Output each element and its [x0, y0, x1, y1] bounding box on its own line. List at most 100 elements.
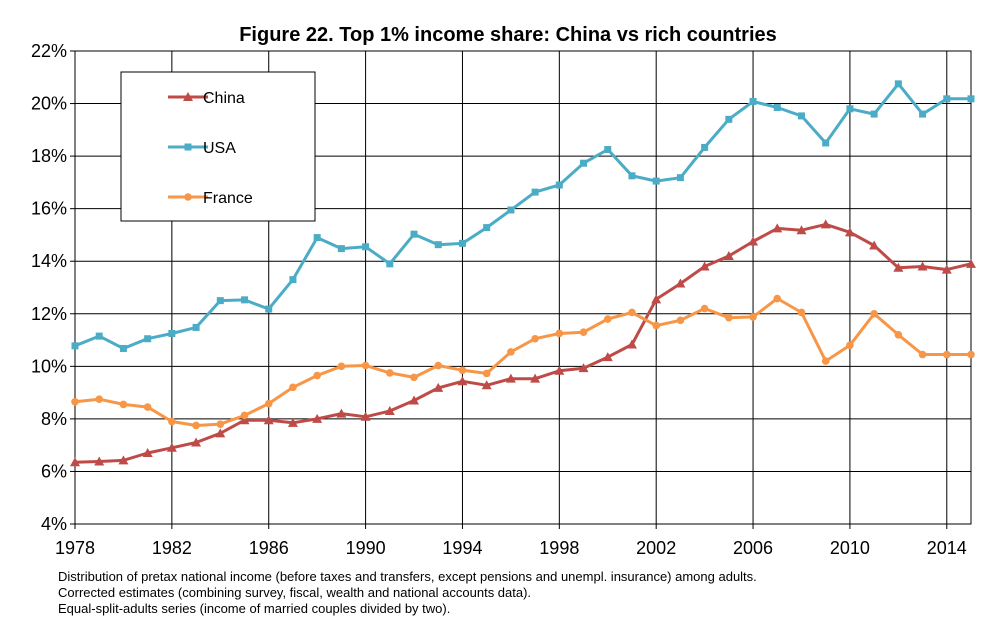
france-point [894, 331, 903, 339]
usa-point [434, 241, 442, 249]
china-point [336, 408, 347, 418]
china-point [409, 395, 420, 405]
china-point [626, 339, 637, 349]
usa-point [555, 181, 563, 189]
legend-box [120, 71, 316, 222]
legend-label: China [203, 90, 245, 107]
x-tick-label: 2014 [927, 538, 967, 558]
footnote-2: Corrected estimates (combining survey, f… [58, 585, 532, 600]
usa-point [458, 239, 466, 247]
y-tick-label: 8% [41, 409, 67, 429]
china-point [844, 227, 855, 237]
china-point [675, 278, 686, 288]
usa-point [773, 103, 781, 111]
france-point [361, 361, 370, 370]
usa-point [216, 297, 224, 305]
france-point [967, 350, 975, 359]
china-point [433, 382, 444, 392]
china-point [312, 413, 323, 423]
china-point [893, 262, 904, 272]
france-point [95, 395, 104, 403]
china-point [796, 225, 807, 235]
usa-point [95, 332, 103, 340]
china-point [239, 415, 250, 425]
france-point [628, 308, 636, 317]
footnote-1: Distribution of pretax national income (… [58, 569, 757, 584]
usa-point [313, 234, 321, 242]
france-point [773, 294, 782, 303]
legend-item-usa: USA [168, 140, 236, 157]
footnote-3: Equal-split-adults series (income of mar… [58, 601, 451, 616]
france-point [652, 321, 660, 330]
france-point [386, 369, 394, 377]
china-point [530, 373, 541, 383]
china-point [820, 219, 831, 229]
china-point [748, 236, 759, 246]
x-tick-label: 1990 [346, 538, 386, 558]
china-point [578, 363, 589, 373]
x-tick-label: 1998 [539, 538, 579, 558]
france-point [507, 348, 515, 356]
france-point [168, 417, 176, 426]
france-point [289, 383, 297, 392]
france-point [749, 313, 757, 321]
france-point [264, 399, 273, 408]
france-point [725, 313, 733, 322]
china-point [941, 264, 952, 274]
china-point [166, 442, 177, 452]
france-point [482, 369, 491, 378]
france-point [143, 403, 152, 411]
usa-point [265, 305, 273, 313]
usa-point [652, 177, 660, 185]
china-point [699, 261, 710, 271]
france-point [192, 421, 200, 430]
y-tick-label: 16% [31, 199, 67, 219]
france-point [458, 366, 467, 375]
france-point [119, 400, 128, 409]
china-point [142, 448, 153, 458]
usa-point [628, 172, 636, 180]
usa-point [241, 296, 249, 304]
usa-line [74, 82, 971, 350]
china-point [384, 406, 395, 416]
france-point [71, 398, 79, 406]
usa-point [289, 276, 297, 284]
y-tick-label: 18% [31, 146, 67, 166]
china-point [70, 457, 80, 467]
france-point [313, 371, 321, 380]
china-point [263, 415, 274, 425]
usa-point [168, 329, 176, 337]
legend-item-china: China [168, 90, 245, 107]
china-point [215, 428, 226, 438]
china-point [191, 437, 202, 447]
x-tick-label: 1982 [152, 538, 192, 558]
china-point [917, 261, 928, 271]
china-line [74, 222, 972, 464]
france-point [531, 334, 539, 343]
usa-point [410, 230, 418, 238]
x-tick-label: 2002 [636, 538, 676, 558]
usa-point [822, 139, 830, 147]
china-point [94, 456, 105, 466]
france-point [603, 315, 612, 323]
france-point [555, 329, 564, 338]
france-point [797, 308, 806, 317]
france-point [410, 373, 418, 382]
legend: China USA France [120, 71, 316, 222]
x-tick-label: 1986 [249, 538, 289, 558]
usa-point [676, 174, 684, 182]
france-point [942, 350, 951, 359]
x-tick-label: 1978 [55, 538, 95, 558]
usa-point [894, 80, 902, 88]
usa-point [483, 224, 491, 232]
usa-point [192, 323, 200, 331]
series [70, 80, 976, 467]
legend-item-france: France [168, 190, 253, 207]
france-point [579, 328, 588, 336]
axes: 4% 6% 8% 10% 12% 14% 16% 18% 20% 22% 1978 1982 1986 1… [31, 41, 967, 558]
legend-label: USA [203, 140, 236, 157]
x-tick-label: 2010 [830, 538, 870, 558]
y-tick-label: 6% [41, 461, 67, 481]
